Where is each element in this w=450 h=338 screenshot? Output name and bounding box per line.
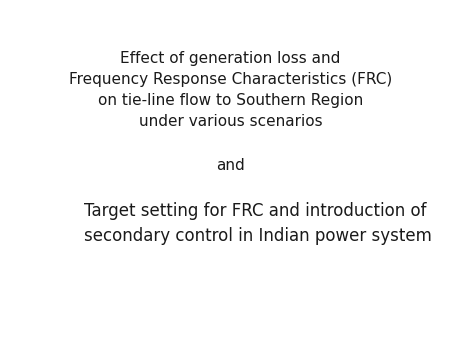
Text: Effect of generation loss and
Frequency Response Characteristics (FRC)
on tie-li: Effect of generation loss and Frequency … <box>69 51 392 129</box>
Text: and: and <box>216 158 245 173</box>
Text: Target setting for FRC and introduction of
secondary control in Indian power sys: Target setting for FRC and introduction … <box>84 202 432 245</box>
